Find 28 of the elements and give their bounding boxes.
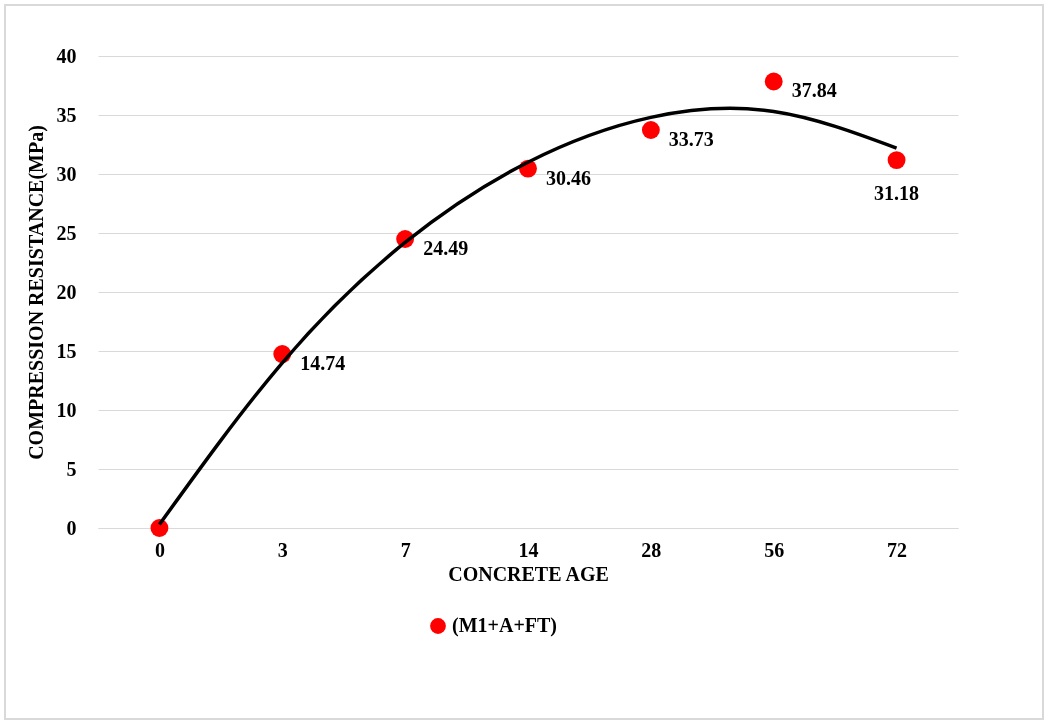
data-label: 14.74 [300, 352, 346, 375]
x-tick-label: 72 [887, 538, 908, 561]
y-tick-label: 10 [56, 398, 77, 421]
x-tick-label: 3 [277, 538, 288, 561]
data-label: 30.46 [546, 166, 591, 189]
legend-label: (M1+A+FT) [452, 614, 557, 637]
y-tick-label: 15 [56, 339, 77, 362]
data-label: 24.49 [423, 237, 469, 260]
x-tick-label: 14 [518, 538, 539, 561]
x-tick-label: 28 [641, 538, 662, 561]
point [887, 151, 906, 169]
y-tick-label: 40 [56, 44, 77, 67]
data-label: 31.18 [874, 182, 920, 205]
data-label: 37.84 [791, 79, 837, 102]
point [764, 72, 783, 91]
point [641, 121, 660, 139]
x-axis-title: CONCRETE AGE [448, 562, 609, 585]
x-tick-label: 0 [154, 538, 165, 561]
y-tick-label: 25 [56, 221, 77, 244]
data-label: 33.73 [668, 127, 714, 150]
y-axis-title: COMPRESSION RESISTANCE(MPa) [24, 125, 48, 460]
x-tick-label: 7 [400, 538, 411, 561]
y-tick-label: 30 [56, 162, 77, 185]
x-tick-label: 56 [764, 538, 785, 561]
y-tick-label: 20 [56, 280, 77, 303]
y-tick-label: 5 [66, 457, 77, 480]
y-tick-label: 0 [66, 516, 77, 539]
y-tick-label: 35 [56, 103, 77, 126]
